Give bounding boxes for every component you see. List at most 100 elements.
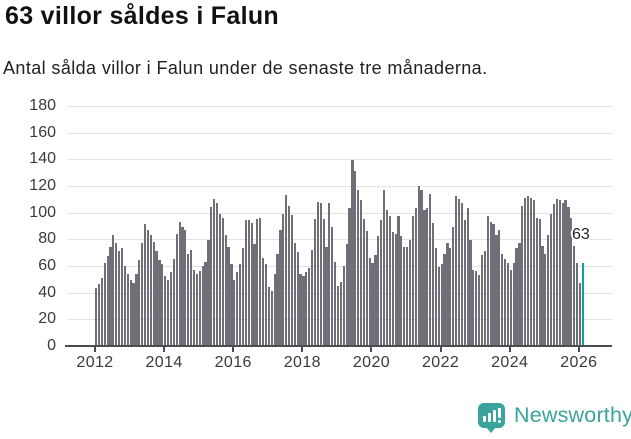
bar — [411, 216, 414, 347]
x-axis-tick-label: 2018 — [283, 354, 321, 371]
bar — [575, 263, 579, 347]
bar — [397, 216, 400, 347]
bar — [328, 203, 331, 347]
bar — [429, 193, 432, 347]
bar — [431, 223, 435, 347]
bar — [449, 248, 452, 347]
bar — [506, 263, 510, 347]
bar — [149, 235, 152, 347]
bar — [452, 227, 455, 347]
bar — [466, 208, 469, 347]
bar — [129, 280, 132, 347]
bar — [509, 269, 512, 347]
bar — [175, 233, 178, 347]
x-axis-tick — [370, 347, 373, 352]
bar — [457, 199, 461, 347]
x-axis-tick-label: 2014 — [145, 354, 183, 371]
bar — [115, 243, 118, 347]
bar — [264, 264, 268, 347]
bar — [230, 264, 233, 347]
bar — [241, 248, 245, 347]
bar — [273, 273, 276, 347]
bar — [374, 255, 377, 347]
bar — [359, 200, 363, 347]
bar — [573, 245, 576, 347]
bar — [538, 219, 541, 347]
x-axis-tick — [232, 347, 235, 352]
gridline — [68, 239, 612, 241]
bar — [204, 261, 207, 347]
x-axis-tick-label: 2016 — [214, 354, 252, 371]
bar — [371, 263, 374, 347]
bar — [109, 247, 112, 347]
x-axis-tick-label: 2020 — [352, 354, 391, 371]
bar — [279, 229, 282, 347]
bar — [512, 263, 515, 347]
bar — [391, 232, 394, 347]
bar — [247, 220, 250, 347]
y-axis-tick-label: 100 — [29, 203, 56, 221]
bar — [322, 219, 325, 347]
bar — [385, 209, 389, 347]
bar — [227, 247, 230, 347]
bar — [489, 221, 492, 347]
bar — [256, 219, 259, 347]
bar — [103, 263, 106, 347]
bar — [414, 208, 417, 347]
bar — [408, 240, 412, 347]
bar — [262, 257, 265, 347]
bar — [354, 171, 357, 347]
bar — [302, 276, 305, 347]
bar — [498, 229, 501, 347]
y-axis-tick-label: 60 — [38, 257, 56, 274]
bar — [426, 208, 429, 347]
bar — [547, 235, 550, 347]
bar — [561, 203, 564, 347]
bar — [558, 200, 561, 347]
bar — [446, 243, 449, 347]
bar — [132, 283, 135, 347]
bar — [141, 243, 144, 347]
bar — [215, 203, 219, 347]
bar — [325, 247, 328, 347]
bar — [221, 217, 224, 347]
bar — [348, 208, 351, 347]
bar — [495, 235, 498, 347]
logo-exclamation-icon — [498, 408, 501, 418]
bar — [100, 277, 103, 347]
bar — [250, 223, 253, 347]
newsworthy-brand[interactable]: Newsworthy — [478, 403, 631, 433]
bar — [570, 217, 573, 347]
bar — [158, 260, 161, 347]
bar — [552, 204, 556, 347]
bar — [455, 196, 458, 347]
bar — [406, 247, 409, 347]
bar — [524, 197, 527, 347]
bar — [443, 253, 446, 347]
bar — [172, 259, 175, 347]
bar — [169, 272, 173, 347]
gridline — [68, 159, 612, 161]
bar — [472, 269, 475, 347]
logo-bar-icon — [488, 413, 491, 422]
bar — [336, 285, 340, 347]
bar — [564, 200, 567, 347]
y-axis-tick-label: 120 — [29, 177, 56, 194]
bar — [380, 220, 383, 347]
bar — [480, 255, 484, 347]
y-axis-tick-label: 0 — [47, 337, 56, 354]
page-title: 63 villor såldes i Falun — [5, 2, 279, 30]
bar — [437, 267, 440, 347]
bar — [463, 220, 466, 347]
bar — [259, 217, 262, 347]
bar — [503, 259, 507, 347]
bar — [339, 281, 342, 347]
bar — [253, 244, 256, 347]
bar — [195, 273, 198, 347]
bar — [287, 205, 291, 347]
bar — [224, 235, 227, 347]
bar — [469, 240, 472, 347]
y-axis-tick-label: 80 — [38, 230, 56, 248]
bar — [316, 201, 319, 347]
